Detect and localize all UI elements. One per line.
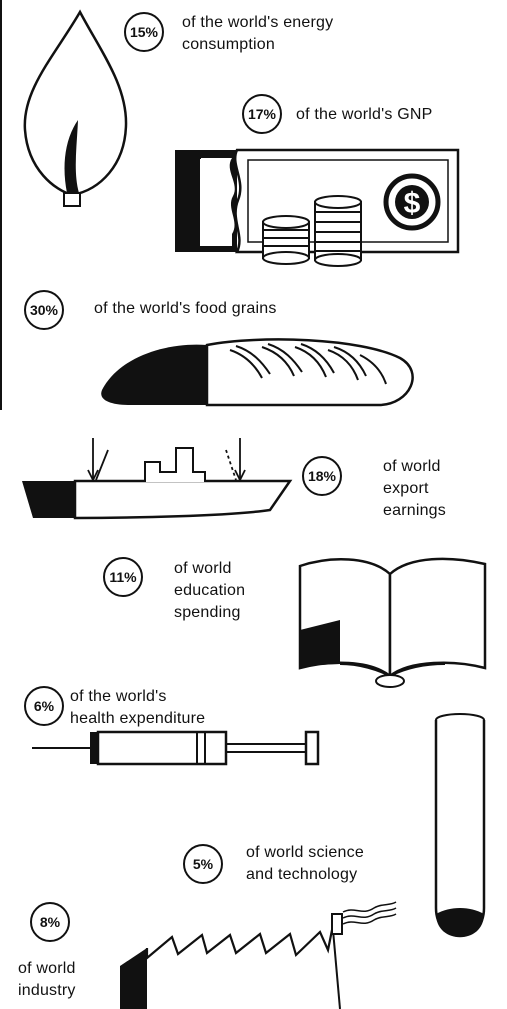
label-export-line-2: export <box>383 480 429 497</box>
percentage-badge-export: 18% <box>302 456 342 496</box>
label-science: of world science and technology <box>246 842 364 886</box>
label-science-line-1: of world science <box>246 844 364 861</box>
test-tube-icon <box>434 713 486 938</box>
label-science-line-2: and technology <box>246 866 358 883</box>
label-food: of the world's food grains <box>94 298 277 320</box>
label-industry-line-1: of world <box>18 960 76 977</box>
label-energy: of the world's energy consumption <box>182 12 333 56</box>
label-gnp-line-1: of the world's GNP <box>296 106 433 123</box>
label-energy-line-2: consumption <box>182 36 275 53</box>
label-export: of world export earnings <box>383 456 446 522</box>
percentage-badge-health: 6% <box>24 686 64 726</box>
percentage-badge-education: 11% <box>103 557 143 597</box>
bread-loaf-icon <box>101 338 414 407</box>
label-education-line-1: of world <box>174 560 232 577</box>
flame-icon <box>23 9 128 207</box>
label-health: of the world's health expenditure <box>70 686 205 730</box>
percentage-badge-science: 5% <box>183 844 223 884</box>
factory-icon <box>120 901 397 1009</box>
syringe-icon <box>32 730 320 766</box>
label-education-line-3: spending <box>174 604 241 621</box>
cargo-ship-icon <box>22 438 293 520</box>
label-education-line-2: education <box>174 582 246 599</box>
label-industry: of world industry <box>18 958 76 1002</box>
label-export-line-3: earnings <box>383 502 446 519</box>
label-education: of world education spending <box>174 558 245 624</box>
label-gnp: of the world's GNP <box>296 104 432 126</box>
label-export-line-1: of world <box>383 458 441 475</box>
label-health-line-1: of the world's <box>70 688 167 705</box>
label-health-line-2: health expenditure <box>70 710 206 727</box>
label-food-line-1: of the world's food grains <box>94 300 277 317</box>
open-book-icon <box>298 557 487 688</box>
svg-text:$: $ <box>404 187 421 220</box>
banknote-and-coins-icon: $ <box>175 148 460 267</box>
label-industry-line-2: industry <box>18 982 76 999</box>
percentage-badge-industry: 8% <box>30 902 70 942</box>
label-energy-line-1: of the world's energy <box>182 14 334 31</box>
percentage-badge-energy: 15% <box>124 12 164 52</box>
percentage-badge-gnp: 17% <box>242 94 282 134</box>
percentage-badge-food: 30% <box>24 290 64 330</box>
